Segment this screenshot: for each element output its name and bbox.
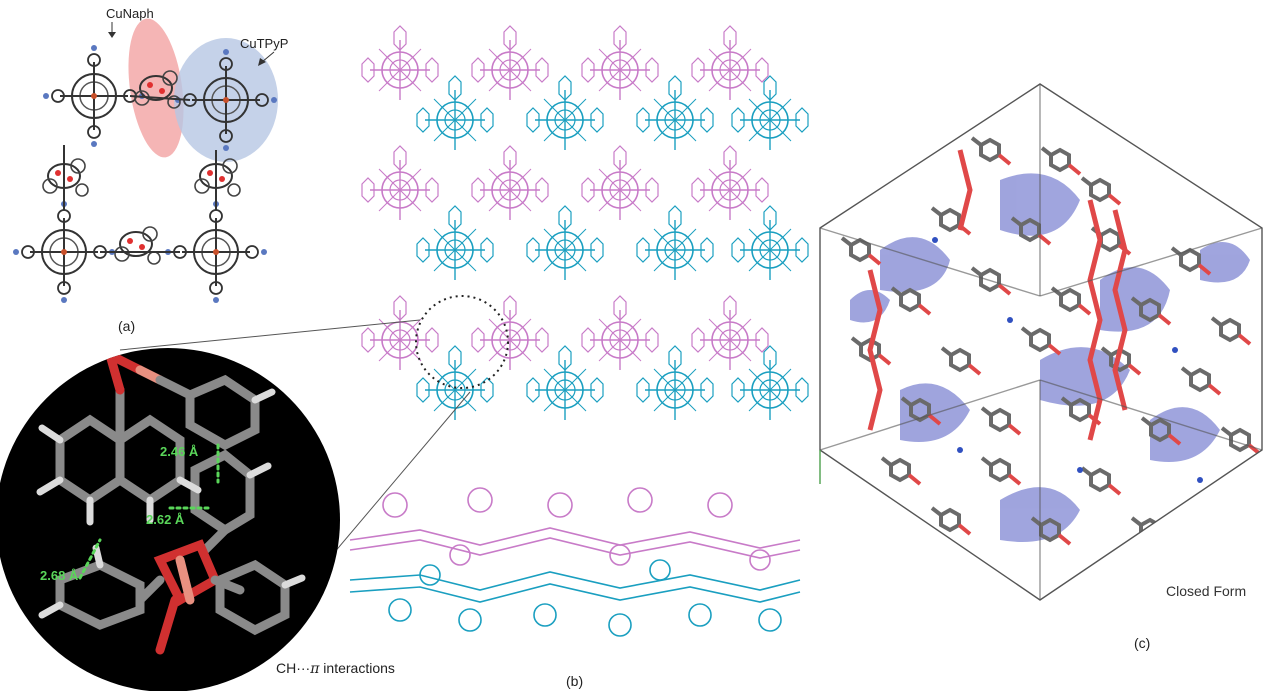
- cunaph-label: CuNaph: [106, 6, 154, 21]
- ch-pi-caption: CH···π interactions: [276, 660, 395, 677]
- ch-pi-caption-pi: π: [310, 661, 320, 677]
- cutpyp-label: CuTPyP: [240, 36, 289, 51]
- ch-pi-caption-prefix: CH···: [276, 660, 311, 676]
- panel-b-lattice-side: [349, 487, 801, 637]
- distance-label-3: 2.68 Å: [40, 568, 79, 583]
- zoom-circle: [415, 295, 509, 389]
- distance-label-1: 2.46 Å: [160, 444, 199, 459]
- inset-zoom: [0, 348, 340, 691]
- zoom-guide-line-top: [119, 319, 421, 351]
- closed-form-label: Closed Form: [1166, 583, 1247, 599]
- ch-pi-caption-suffix: interactions: [319, 660, 395, 676]
- cutpyp-arrow: [261, 51, 275, 63]
- panel-a-structure: [12, 18, 278, 304]
- panel-c-label: (c): [1134, 635, 1151, 651]
- panel-b-lattice-top: [361, 25, 809, 421]
- panel-b-label: (b): [566, 673, 584, 689]
- panel-a-label: (a): [118, 318, 136, 334]
- cunaph-highlight: [128, 18, 184, 158]
- panel-c-cube: [819, 83, 1263, 601]
- contact-line-3: [78, 538, 102, 580]
- distance-label-2: 2.62 Å: [146, 512, 185, 527]
